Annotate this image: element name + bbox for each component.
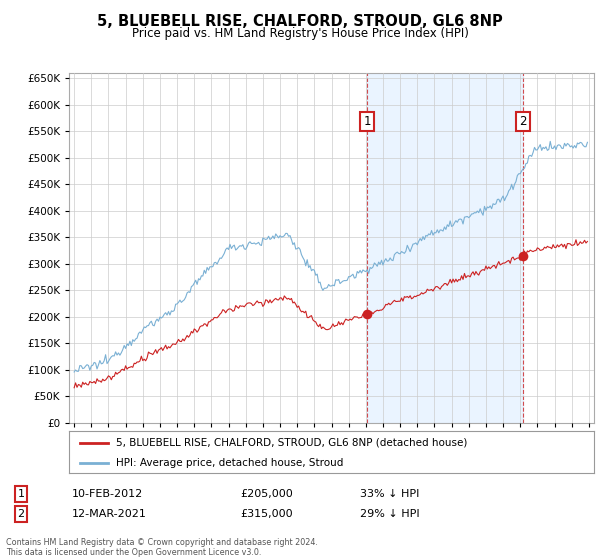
Text: 5, BLUEBELL RISE, CHALFORD, STROUD, GL6 8NP: 5, BLUEBELL RISE, CHALFORD, STROUD, GL6 … — [97, 14, 503, 29]
Text: 1: 1 — [17, 489, 25, 499]
Text: 33% ↓ HPI: 33% ↓ HPI — [360, 489, 419, 499]
Text: 2: 2 — [17, 509, 25, 519]
Bar — [367, 73, 523, 423]
Text: 12-MAR-2021: 12-MAR-2021 — [72, 509, 147, 519]
Text: Contains HM Land Registry data © Crown copyright and database right 2024.
This d: Contains HM Land Registry data © Crown c… — [6, 538, 318, 557]
Text: 2: 2 — [520, 115, 527, 128]
Text: Price paid vs. HM Land Registry's House Price Index (HPI): Price paid vs. HM Land Registry's House … — [131, 27, 469, 40]
Text: HPI: Average price, detached house, Stroud: HPI: Average price, detached house, Stro… — [116, 458, 344, 468]
Text: £315,000: £315,000 — [240, 509, 293, 519]
Text: 10-FEB-2012: 10-FEB-2012 — [72, 489, 143, 499]
Text: £205,000: £205,000 — [240, 489, 293, 499]
Text: 1: 1 — [364, 115, 371, 128]
Text: 5, BLUEBELL RISE, CHALFORD, STROUD, GL6 8NP (detached house): 5, BLUEBELL RISE, CHALFORD, STROUD, GL6 … — [116, 438, 467, 448]
Text: 29% ↓ HPI: 29% ↓ HPI — [360, 509, 419, 519]
